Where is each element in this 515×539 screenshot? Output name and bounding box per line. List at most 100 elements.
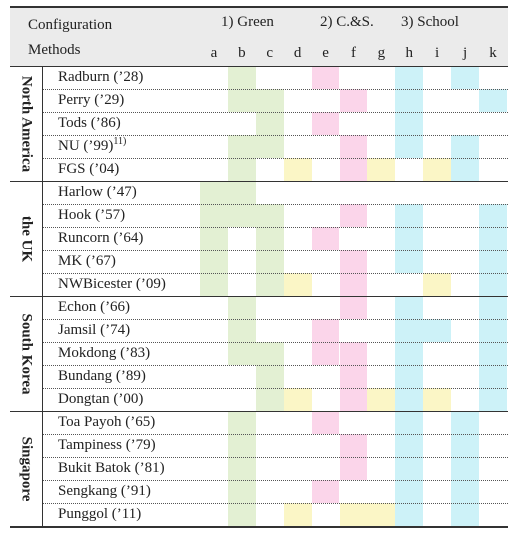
- rule: [10, 181, 508, 182]
- indicator-cell: [451, 158, 479, 181]
- indicator-cell: [311, 227, 340, 250]
- group-green-header: 1) Green: [221, 14, 274, 30]
- indicator-cell: [311, 319, 340, 342]
- indicator-cell: [227, 434, 256, 457]
- row-label: Hook (’57): [58, 207, 126, 223]
- column-header-h: h: [405, 45, 413, 61]
- indicator-cell: [227, 342, 256, 365]
- indicator-cell: [339, 158, 368, 181]
- indicator-cell: [395, 296, 424, 319]
- indicator-cell: [479, 273, 507, 296]
- indicator-cell: [255, 112, 284, 135]
- row-label: Tods (’86): [58, 115, 121, 131]
- row-label: Bundang (’89): [58, 368, 146, 384]
- group-cs-header: 2) C.&S.: [320, 14, 374, 30]
- indicator-cell: [227, 480, 256, 503]
- rule: [10, 526, 508, 528]
- indicator-cell: [255, 388, 284, 411]
- row-label: Harlow (’47): [58, 184, 137, 200]
- rule: [10, 296, 508, 297]
- indicator-cell: [367, 158, 396, 181]
- indicator-cell: [451, 503, 479, 526]
- indicator-cell: [451, 411, 479, 434]
- indicator-cell: [227, 158, 256, 181]
- indicator-cell: [451, 457, 479, 480]
- indicator-cell: [479, 204, 507, 227]
- indicator-cell: [451, 434, 479, 457]
- indicator-cell: [339, 457, 368, 480]
- indicator-cell: [423, 319, 452, 342]
- indicator-cell: [479, 342, 507, 365]
- indicator-cell: [339, 503, 368, 526]
- indicator-cell: [227, 135, 256, 158]
- indicator-cell: [227, 503, 256, 526]
- row-label: Dongtan (’00): [58, 391, 144, 407]
- indicator-cell: [367, 388, 396, 411]
- row-divider: [42, 319, 508, 320]
- indicator-cell: [367, 503, 396, 526]
- indicator-cell: [200, 273, 228, 296]
- row-divider: [42, 434, 508, 435]
- row-label: MK (’67): [58, 253, 116, 269]
- indicator-cell: [395, 135, 424, 158]
- indicator-cell: [339, 342, 368, 365]
- row-divider: [42, 204, 508, 205]
- row-label: NWBicester (’09): [58, 276, 166, 292]
- indicator-cell: [311, 411, 340, 434]
- header-title-line1: Configuration: [28, 17, 113, 33]
- indicator-cell: [255, 273, 284, 296]
- indicator-cell: [227, 457, 256, 480]
- indicator-cell: [283, 388, 312, 411]
- indicator-cell: [255, 227, 284, 250]
- row-label: Runcorn (’64): [58, 230, 144, 246]
- indicator-cell: [339, 365, 368, 388]
- column-header-e: e: [322, 45, 329, 61]
- indicator-cell: [339, 273, 368, 296]
- indicator-cell: [227, 296, 256, 319]
- row-divider: [42, 388, 508, 389]
- header-title-line2: Methods: [28, 42, 81, 58]
- indicator-cell: [339, 204, 368, 227]
- row-label: Jamsil (’74): [58, 322, 131, 338]
- indicator-cell: [395, 204, 424, 227]
- row-label: Punggol (’11): [58, 506, 142, 522]
- indicator-cell: [339, 250, 368, 273]
- indicator-cell: [339, 388, 368, 411]
- indicator-cell: [339, 135, 368, 158]
- indicator-cell: [423, 273, 452, 296]
- row-label: Toa Payoh (’65): [58, 414, 156, 430]
- group-school-header: 3) School: [401, 14, 459, 30]
- configuration-methods-table: Configuration Methods 1) Green 2) C.&S. …: [10, 6, 508, 530]
- indicator-cell: [200, 204, 228, 227]
- indicator-cell: [311, 112, 340, 135]
- row-label: Sengkang (’91): [58, 483, 151, 499]
- indicator-cell: [479, 296, 507, 319]
- indicator-cell: [311, 66, 340, 89]
- row-divider: [42, 158, 508, 159]
- indicator-cell: [283, 503, 312, 526]
- row-divider: [42, 135, 508, 136]
- indicator-cell: [451, 66, 479, 89]
- indicator-cell: [395, 112, 424, 135]
- indicator-cell: [311, 480, 340, 503]
- indicator-cell: [227, 204, 256, 227]
- indicator-cell: [395, 89, 424, 112]
- row-divider: [42, 365, 508, 366]
- indicator-cell: [395, 457, 424, 480]
- indicator-cell: [479, 250, 507, 273]
- row-divider: [42, 250, 508, 251]
- row-label: NU (’99)11): [58, 136, 127, 154]
- indicator-cell: [311, 342, 340, 365]
- rule: [10, 6, 508, 8]
- indicator-cell: [423, 388, 452, 411]
- indicator-cell: [395, 480, 424, 503]
- region-divider: [42, 66, 43, 526]
- column-header-b: b: [238, 45, 246, 61]
- footnote-ref: 11): [113, 136, 127, 147]
- indicator-cell: [479, 319, 507, 342]
- row-label: FGS (’04): [58, 161, 120, 177]
- row-divider: [42, 227, 508, 228]
- indicator-cell: [395, 250, 424, 273]
- region-label: South Korea: [18, 313, 34, 394]
- column-header-d: d: [293, 45, 302, 61]
